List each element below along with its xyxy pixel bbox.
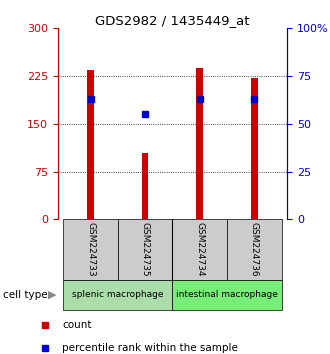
Text: count: count	[62, 320, 91, 330]
Bar	[142, 153, 148, 219]
Text: GSM224736: GSM224736	[250, 222, 259, 277]
Text: GSM224733: GSM224733	[86, 222, 95, 277]
Text: percentile rank within the sample: percentile rank within the sample	[62, 343, 238, 353]
Bar	[173, 219, 227, 280]
Title: GDS2982 / 1435449_at: GDS2982 / 1435449_at	[95, 14, 250, 27]
Text: ▶: ▶	[48, 290, 56, 300]
Bar	[196, 68, 203, 219]
Bar	[87, 70, 94, 219]
Bar	[63, 219, 118, 280]
Bar	[63, 280, 173, 310]
Text: GSM224735: GSM224735	[141, 222, 149, 277]
Bar	[173, 280, 281, 310]
Text: GSM224734: GSM224734	[195, 222, 204, 277]
Bar	[118, 219, 173, 280]
Text: cell type: cell type	[3, 290, 48, 300]
Bar	[251, 78, 258, 219]
Bar	[227, 219, 281, 280]
Text: splenic macrophage: splenic macrophage	[72, 290, 164, 299]
Text: intestinal macrophage: intestinal macrophage	[176, 290, 278, 299]
